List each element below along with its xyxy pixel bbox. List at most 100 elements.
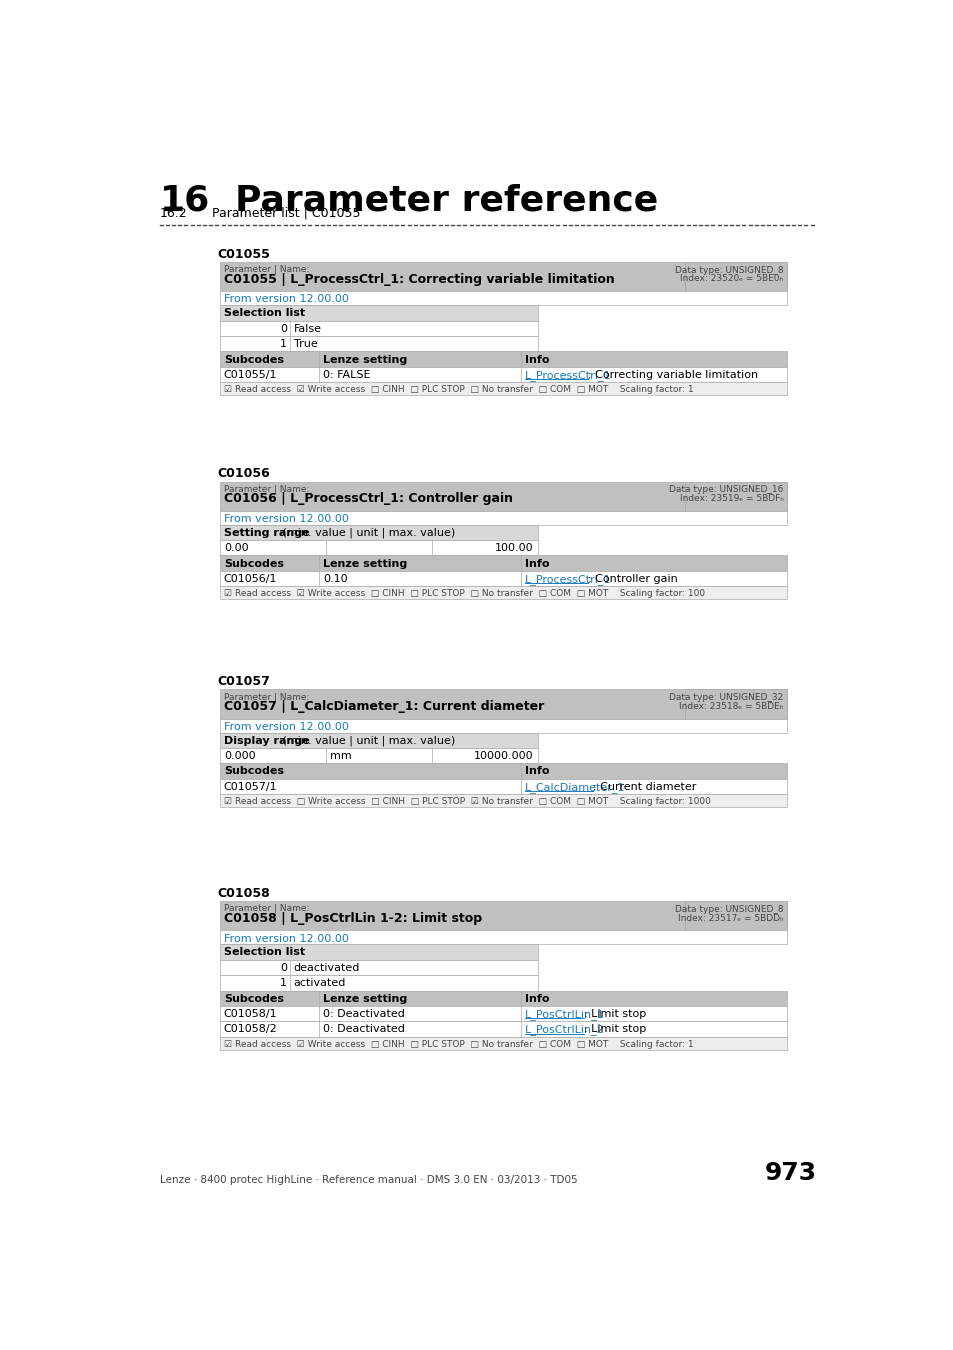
Bar xyxy=(220,763,786,779)
Text: L_PosCtrlLin_1: L_PosCtrlLin_1 xyxy=(524,1008,603,1019)
Text: 0.00: 0.00 xyxy=(224,543,248,554)
Text: Lenze setting: Lenze setting xyxy=(323,355,407,364)
Text: Lenze setting: Lenze setting xyxy=(323,994,407,1003)
Text: Subcodes: Subcodes xyxy=(224,994,284,1003)
Bar xyxy=(220,944,537,960)
Text: 0.10: 0.10 xyxy=(323,574,348,585)
Bar xyxy=(684,902,786,930)
Text: L_ProcessCtrl_1: L_ProcessCtrl_1 xyxy=(524,574,611,585)
Bar xyxy=(220,555,786,571)
Text: 0: 0 xyxy=(279,963,287,973)
Text: Data type: UNSIGNED_32: Data type: UNSIGNED_32 xyxy=(668,694,782,702)
Bar xyxy=(684,690,786,718)
Bar xyxy=(220,991,786,1006)
Bar xyxy=(220,305,537,320)
Text: C01057: C01057 xyxy=(216,675,270,688)
Text: L_ProcessCtrl_1: L_ProcessCtrl_1 xyxy=(524,370,611,381)
Bar xyxy=(220,748,537,763)
Text: (min. value | unit | max. value): (min. value | unit | max. value) xyxy=(279,528,456,539)
Bar xyxy=(684,262,786,292)
Text: 0: FALSE: 0: FALSE xyxy=(323,370,371,379)
Text: : Limit stop: : Limit stop xyxy=(583,1025,646,1034)
Bar xyxy=(220,336,537,351)
Text: Data type: UNSIGNED_8: Data type: UNSIGNED_8 xyxy=(674,266,782,275)
Text: 10000.000: 10000.000 xyxy=(474,751,534,761)
Text: From version 12.00.00: From version 12.00.00 xyxy=(224,294,349,305)
Text: Subcodes: Subcodes xyxy=(224,559,284,568)
Text: Parameter list | C01055: Parameter list | C01055 xyxy=(212,207,360,220)
Text: C01057/1: C01057/1 xyxy=(224,782,277,792)
Text: 16: 16 xyxy=(159,184,210,217)
Text: C01058/1: C01058/1 xyxy=(224,1008,277,1019)
Text: From version 12.00.00: From version 12.00.00 xyxy=(224,514,349,524)
Bar xyxy=(220,690,786,718)
Text: Index: 23519ₑ = 5BDFₕ: Index: 23519ₑ = 5BDFₕ xyxy=(679,494,782,502)
Bar xyxy=(220,930,786,944)
Text: C01056/1: C01056/1 xyxy=(224,574,277,585)
Text: 16.2: 16.2 xyxy=(159,207,187,220)
Text: 1: 1 xyxy=(279,979,287,988)
Bar xyxy=(220,510,786,525)
Text: L_CalcDiameter_1: L_CalcDiameter_1 xyxy=(524,782,624,792)
Text: Index: 23520ₑ = 5BE0ₕ: Index: 23520ₑ = 5BE0ₕ xyxy=(679,274,782,284)
Bar xyxy=(220,1022,786,1037)
Bar xyxy=(220,902,786,930)
Bar xyxy=(220,367,786,382)
Text: 1: 1 xyxy=(279,339,287,350)
Bar xyxy=(220,320,537,336)
Text: False: False xyxy=(294,324,321,333)
Text: C01056 | L_ProcessCtrl_1: Controller gain: C01056 | L_ProcessCtrl_1: Controller gai… xyxy=(224,493,513,505)
Bar xyxy=(220,382,786,396)
Bar xyxy=(220,975,537,991)
Text: Parameter | Name:: Parameter | Name: xyxy=(224,693,309,702)
Text: ☑ Read access  ☑ Write access  □ CINH  □ PLC STOP  □ No transfer  □ COM  □ MOT  : ☑ Read access ☑ Write access □ CINH □ PL… xyxy=(224,385,693,394)
Text: Display range: Display range xyxy=(224,736,310,745)
Text: Lenze setting: Lenze setting xyxy=(323,559,407,568)
Text: 100.00: 100.00 xyxy=(495,543,534,554)
Text: Parameter | Name:: Parameter | Name: xyxy=(224,485,309,494)
Text: Parameter reference: Parameter reference xyxy=(235,184,659,217)
Bar xyxy=(220,482,786,510)
Text: Setting range: Setting range xyxy=(224,528,309,537)
Bar xyxy=(220,1037,786,1050)
Text: deactivated: deactivated xyxy=(294,963,360,973)
Bar xyxy=(220,262,786,292)
Text: 0: 0 xyxy=(279,324,287,333)
Text: Info: Info xyxy=(524,355,549,364)
Bar xyxy=(220,525,537,540)
Text: C01055: C01055 xyxy=(216,247,270,261)
Text: activated: activated xyxy=(294,979,346,988)
Text: ☑ Read access  ☑ Write access  □ CINH  □ PLC STOP  □ No transfer  □ COM  □ MOT  : ☑ Read access ☑ Write access □ CINH □ PL… xyxy=(224,1040,693,1049)
Text: C01058 | L_PosCtrlLin 1-2: Limit stop: C01058 | L_PosCtrlLin 1-2: Limit stop xyxy=(224,913,481,925)
Text: Subcodes: Subcodes xyxy=(224,355,284,364)
Bar xyxy=(220,733,537,748)
Bar xyxy=(220,718,786,733)
Bar xyxy=(220,960,537,975)
Text: Lenze · 8400 protec HighLine · Reference manual · DMS 3.0 EN · 03/2013 · TD05: Lenze · 8400 protec HighLine · Reference… xyxy=(159,1174,577,1184)
Bar xyxy=(220,1006,786,1022)
Bar xyxy=(684,482,786,510)
Bar xyxy=(220,540,537,555)
Text: : Limit stop: : Limit stop xyxy=(583,1008,646,1019)
Bar xyxy=(220,571,786,586)
Text: Data type: UNSIGNED_8: Data type: UNSIGNED_8 xyxy=(674,904,782,914)
Text: C01058/2: C01058/2 xyxy=(224,1025,277,1034)
Text: Index: 23518ₑ = 5BDEₕ: Index: 23518ₑ = 5BDEₕ xyxy=(679,702,782,710)
Text: Parameter | Name:: Parameter | Name: xyxy=(224,265,309,274)
Bar xyxy=(220,292,786,305)
Text: 0: Deactivated: 0: Deactivated xyxy=(323,1008,405,1019)
Text: C01056: C01056 xyxy=(216,467,270,481)
Text: C01055/1: C01055/1 xyxy=(224,370,277,379)
Text: 0: Deactivated: 0: Deactivated xyxy=(323,1025,405,1034)
Text: Info: Info xyxy=(524,559,549,568)
Text: 0.000: 0.000 xyxy=(224,751,255,761)
Text: Data type: UNSIGNED_16: Data type: UNSIGNED_16 xyxy=(668,486,782,494)
Text: : Correcting variable limitation: : Correcting variable limitation xyxy=(588,370,758,379)
Text: Index: 23517ₑ = 5BDDₕ: Index: 23517ₑ = 5BDDₕ xyxy=(677,914,782,922)
Text: Selection list: Selection list xyxy=(224,308,305,319)
Text: Parameter | Name:: Parameter | Name: xyxy=(224,904,309,914)
Text: L_PosCtrlLin_2: L_PosCtrlLin_2 xyxy=(524,1025,604,1035)
Text: Subcodes: Subcodes xyxy=(224,767,284,776)
Bar xyxy=(220,351,786,367)
Text: 973: 973 xyxy=(763,1161,816,1184)
